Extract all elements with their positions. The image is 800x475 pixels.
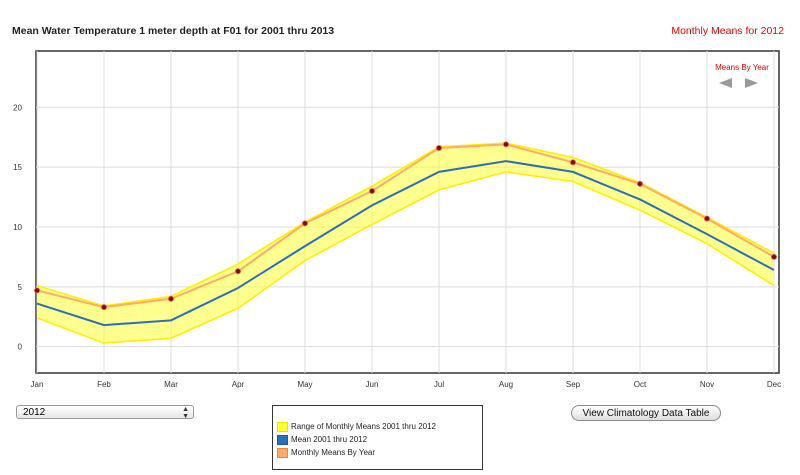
legend-swatch-range bbox=[277, 422, 288, 432]
year-means-point[interactable] bbox=[570, 159, 577, 166]
x-tick-label: Mar bbox=[164, 380, 178, 389]
chart-title: Mean Water Temperature 1 meter depth at … bbox=[12, 25, 335, 37]
x-tick-label: Jan bbox=[31, 380, 44, 389]
x-tick-label: Jul bbox=[434, 380, 444, 389]
legend-item-range: Range of Monthly Means 2001 thru 2012 bbox=[277, 422, 436, 432]
view-climatology-table-button[interactable]: View Climatology Data Table bbox=[571, 405, 721, 421]
year-means-point[interactable] bbox=[34, 287, 41, 294]
year-select-value: 2012 bbox=[23, 407, 46, 418]
chart: 0 5 10 15 20 Jan Feb Mar Apr May Jun Jul Aug Sep Oct N… bbox=[13, 50, 782, 389]
year-means-line bbox=[36, 143, 775, 309]
x-tick-label: Oct bbox=[634, 380, 647, 389]
year-select[interactable]: 2012 ▲ ▼ bbox=[16, 405, 194, 420]
legend-swatch-by-year bbox=[277, 448, 288, 458]
select-arrows-icon: ▲ ▼ bbox=[182, 406, 189, 420]
y-axis: 0 5 10 15 20 bbox=[13, 103, 22, 351]
legend-label-mean: Mean 2001 thru 2012 bbox=[291, 435, 368, 445]
legend-item-by-year: Monthly Means By Year bbox=[277, 448, 375, 458]
means-by-year-label: Means By Year bbox=[715, 63, 769, 72]
legend-item-mean: Mean 2001 thru 2012 bbox=[277, 435, 367, 445]
legend-swatch-mean bbox=[277, 435, 288, 445]
year-means-point[interactable] bbox=[101, 304, 108, 311]
x-axis: Jan Feb Mar Apr May Jun Jul Aug Sep Oct Nov Dec bbox=[31, 380, 782, 389]
range-high-line bbox=[36, 142, 775, 307]
x-tick-label: Dec bbox=[767, 380, 781, 389]
x-tick-label: Feb bbox=[97, 380, 111, 389]
y-tick-label: 0 bbox=[18, 343, 23, 352]
year-means-point[interactable] bbox=[301, 220, 308, 227]
year-means-point[interactable] bbox=[704, 215, 711, 222]
legend-label-by-year: Monthly Means By Year bbox=[291, 448, 376, 458]
legend-label-range: Range of Monthly Means 2001 thru 2012 bbox=[291, 422, 436, 432]
right-arrow-icon[interactable] bbox=[745, 78, 758, 88]
mean-line bbox=[36, 160, 775, 327]
x-tick-label: Aug bbox=[499, 380, 513, 389]
y-tick-label: 15 bbox=[13, 163, 22, 172]
year-means-point[interactable] bbox=[368, 188, 375, 195]
y-tick-label: 5 bbox=[18, 283, 23, 292]
x-tick-label: Jun bbox=[366, 380, 379, 389]
left-arrow-icon[interactable] bbox=[719, 78, 732, 88]
year-means-point[interactable] bbox=[771, 253, 778, 260]
year-means-point[interactable] bbox=[435, 144, 442, 151]
x-tick-label: Sep bbox=[566, 380, 581, 389]
legend: Range of Monthly Means 2001 thru 2012 Me… bbox=[272, 405, 483, 470]
chart-subtitle: Monthly Means for 2012 bbox=[671, 25, 784, 37]
year-means-point[interactable] bbox=[167, 295, 174, 302]
year-means-point[interactable] bbox=[234, 268, 241, 275]
x-tick-label: May bbox=[297, 380, 312, 389]
x-tick-label: Nov bbox=[700, 380, 714, 389]
range-area bbox=[37, 143, 774, 344]
y-tick-label: 20 bbox=[13, 103, 22, 112]
range-low-line bbox=[36, 171, 775, 344]
y-tick-label: 10 bbox=[13, 223, 22, 232]
x-tick-label: Apr bbox=[232, 380, 245, 389]
year-means-point[interactable] bbox=[502, 141, 509, 148]
plot-area bbox=[34, 141, 778, 344]
year-means-point[interactable] bbox=[637, 180, 644, 187]
